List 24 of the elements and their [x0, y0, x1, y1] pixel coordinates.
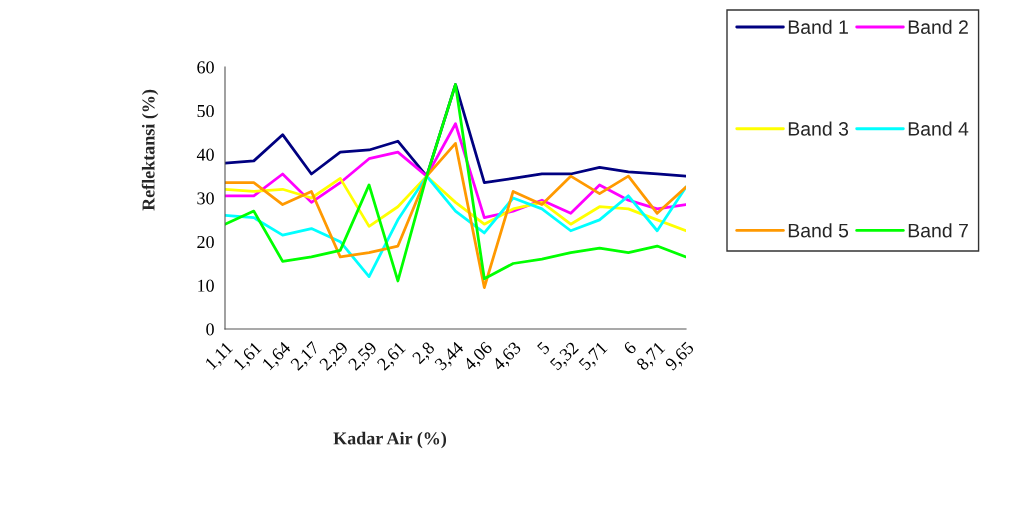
x-tick-label: 1,61: [233, 341, 264, 373]
x-tick-label: 5,71: [578, 341, 610, 373]
y-tick-label: 0: [206, 323, 214, 336]
y-tick-label: 40: [196, 148, 214, 161]
line-series: [225, 142, 686, 289]
legend-label: Band 4: [908, 121, 969, 136]
line-series: [225, 174, 686, 278]
x-tick-label: 9,65: [664, 341, 697, 373]
line-series: [225, 83, 686, 283]
x-tick-label: 6: [622, 340, 637, 355]
legend-label: Band 3: [788, 121, 849, 136]
x-tick-label: 2,61: [376, 341, 408, 373]
x-tick-label: 5: [536, 341, 551, 355]
y-tick-label: 60: [197, 61, 214, 74]
y-tick-label: 30: [197, 192, 214, 205]
legend-label: Band 5: [788, 223, 849, 238]
legend-label: Band 2: [908, 19, 968, 34]
y-tick-label: 20: [197, 235, 214, 249]
legend-label: Band 1: [788, 19, 848, 34]
y-tick-label: 50: [197, 104, 214, 118]
y-tick-label: 10: [198, 279, 214, 292]
y-axis-title: Reflektansi (%): [141, 89, 159, 211]
x-axis-title: Kadar Air (%): [333, 431, 447, 449]
legend-label: Band 7: [908, 223, 968, 238]
